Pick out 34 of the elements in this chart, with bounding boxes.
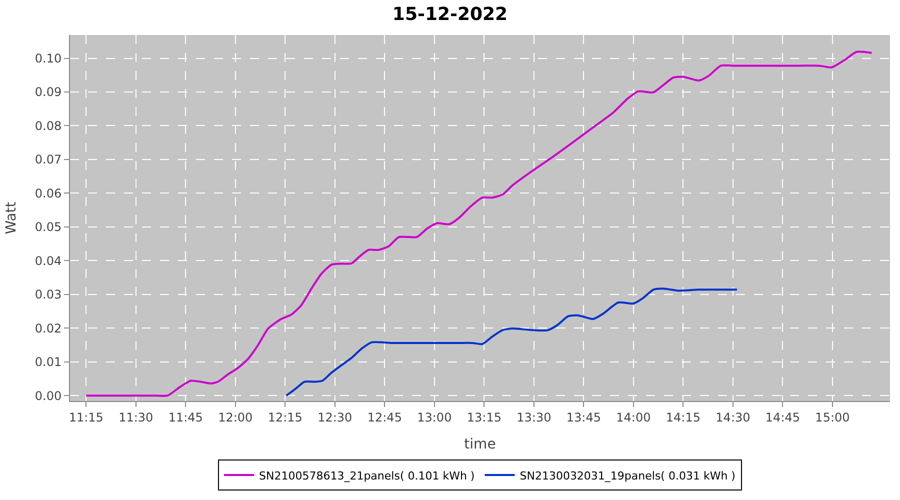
x-tick-label: 13:15: [466, 410, 502, 424]
x-tick-label: 11:45: [168, 410, 203, 424]
y-tick-label: 0.10: [34, 51, 62, 66]
y-tick-label: 0.06: [34, 186, 62, 200]
x-tick-label: 12:15: [268, 410, 302, 424]
y-tick-label: 0.02: [34, 321, 62, 336]
y-tick-label: 0.03: [34, 288, 62, 302]
x-tick-label: 13:30: [516, 410, 552, 424]
x-tick-label: 11:15: [68, 410, 104, 424]
x-tick-label: 12:45: [367, 410, 402, 424]
x-tick-label: 12:00: [218, 410, 253, 424]
y-tick-label: 0.09: [34, 85, 62, 100]
line-series: [285, 288, 738, 397]
x-tick-label: 15:00: [815, 410, 850, 424]
line-series: [85, 50, 873, 397]
x-axis-title: time: [464, 436, 496, 453]
y-tick-label: 0.08: [34, 118, 62, 133]
chart-title: 15-12-2022: [392, 4, 508, 26]
x-tick-label: 14:00: [616, 410, 651, 424]
x-tick-label: 13:00: [417, 410, 452, 424]
y-tick-label: 0.01: [34, 355, 62, 370]
x-tick-label: 14:30: [716, 410, 750, 424]
y-axis-title: Watt: [3, 201, 20, 234]
y-tick-label: 0.05: [34, 220, 62, 234]
x-tick-label: 11:30: [118, 410, 154, 424]
legend-label: SN2130032031_19panels( 0.031 kWh ): [520, 469, 736, 482]
x-tick-label: 14:45: [765, 410, 800, 424]
y-tick-label: 0.00: [34, 388, 62, 403]
y-tick-label: 0.07: [34, 152, 62, 167]
legend-label: SN2100578613_21panels( 0.101 kWh ): [259, 469, 475, 482]
x-tick-label: 14:15: [666, 410, 701, 424]
x-tick-label: 12:30: [318, 410, 352, 424]
x-tick-label: 13:45: [566, 410, 601, 424]
y-tick-label: 0.04: [34, 254, 62, 268]
